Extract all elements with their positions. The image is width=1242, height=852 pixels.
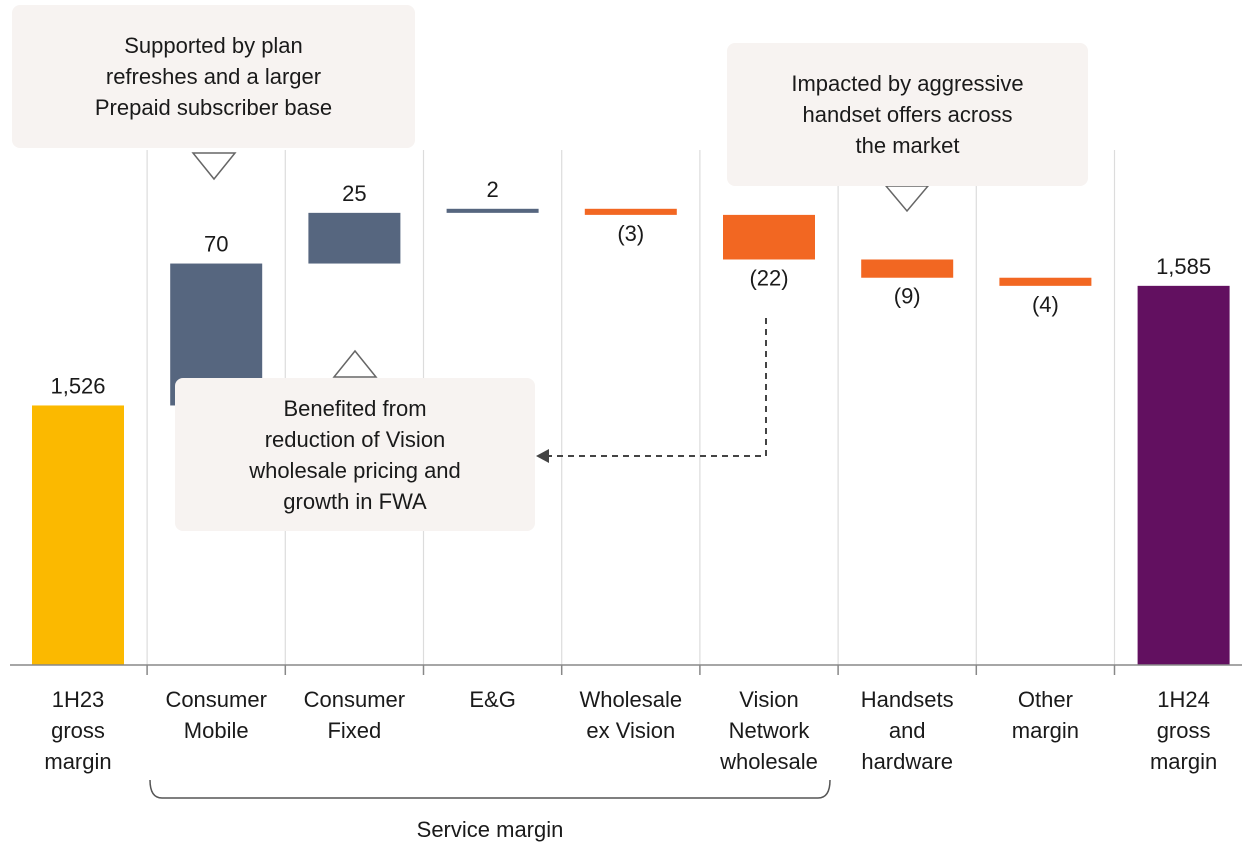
bracket-label: Service margin bbox=[416, 817, 564, 842]
value-label: 2 bbox=[486, 177, 498, 202]
x-tick-label: Handsets and hardware bbox=[860, 687, 954, 774]
triangle bbox=[191, 152, 237, 181]
value-label: 1,585 bbox=[1156, 254, 1211, 279]
x-tick-label: Consumer Mobile bbox=[165, 687, 267, 743]
value-label: 70 bbox=[204, 232, 228, 257]
bar bbox=[584, 208, 677, 215]
annotation: Benefited from reduction of Vision whole… bbox=[175, 378, 535, 531]
value-label: 1,526 bbox=[50, 373, 105, 398]
triangle bbox=[332, 349, 378, 378]
x-tick-label: 1H24 gross margin bbox=[1149, 687, 1218, 774]
bar bbox=[861, 259, 954, 278]
value-label: (3) bbox=[617, 221, 644, 246]
value-label: (22) bbox=[749, 265, 788, 290]
connector bbox=[548, 318, 767, 457]
x-tick-label: 1H23 gross margin bbox=[44, 687, 112, 774]
bar bbox=[446, 208, 539, 213]
annotation: Impacted by aggressive handset offers ac… bbox=[727, 43, 1088, 186]
bar bbox=[1137, 285, 1230, 665]
bar bbox=[32, 405, 124, 665]
value-label: (9) bbox=[894, 284, 921, 309]
bar bbox=[999, 277, 1092, 286]
annotation: Supported by plan refreshes and a larger… bbox=[12, 5, 415, 148]
value-label: (4) bbox=[1032, 292, 1059, 317]
triangle bbox=[884, 185, 930, 213]
bracket bbox=[149, 779, 831, 799]
bar bbox=[308, 212, 401, 264]
x-tick-label: E&G bbox=[469, 687, 516, 712]
x-tick-label: Wholesale ex Vision bbox=[579, 687, 683, 743]
x-tick-label: Consumer Fixed bbox=[303, 687, 406, 743]
x-tick-label: Other margin bbox=[1011, 687, 1080, 743]
arrowhead bbox=[536, 449, 549, 463]
bar bbox=[723, 214, 815, 260]
value-label: 25 bbox=[342, 181, 366, 206]
x-tick-label: Vision Network wholesale bbox=[720, 687, 818, 774]
